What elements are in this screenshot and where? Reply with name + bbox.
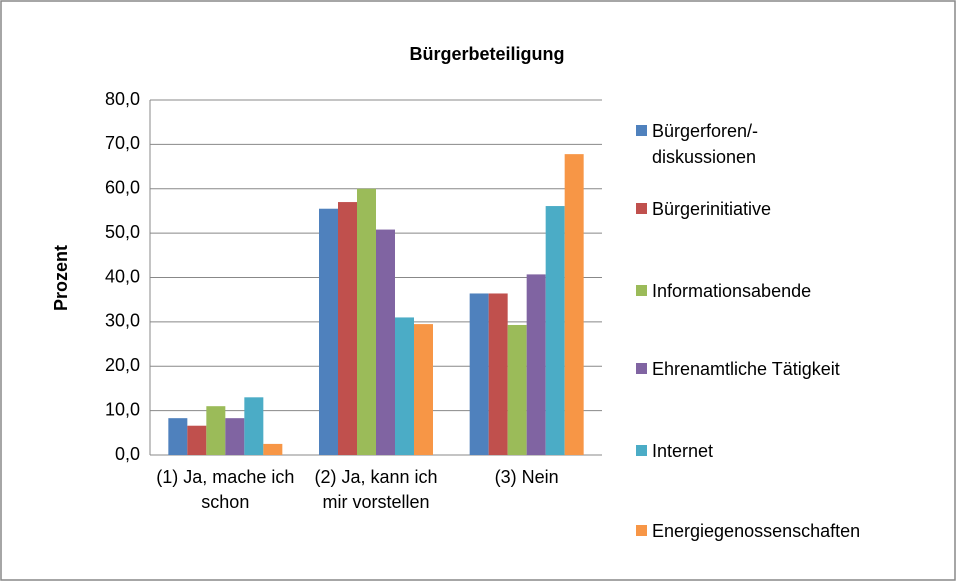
bar [545, 206, 565, 455]
y-tick-label: 20,0 [105, 355, 140, 375]
chart-title: Bürgerbeteiligung [409, 44, 564, 64]
legend-swatch [636, 363, 647, 374]
y-tick-label: 10,0 [105, 399, 140, 419]
legend-swatch [636, 125, 647, 136]
y-tick-label: 50,0 [105, 222, 140, 242]
bar [206, 406, 226, 455]
y-axis-label: Prozent [51, 245, 71, 311]
bar [488, 293, 508, 455]
bar [507, 324, 527, 455]
bar [168, 418, 188, 455]
legend-label: Ehrenamtliche Tätigkeit [652, 359, 840, 379]
bar [395, 317, 414, 455]
bar [319, 208, 338, 455]
legend-label: Bürgerforen/-diskussionen [652, 121, 759, 167]
legend-swatch [636, 525, 647, 536]
y-tick-label: 80,0 [105, 89, 140, 109]
bar [263, 443, 283, 455]
legend-label: Energiegenossenschaften [652, 521, 861, 541]
bar [564, 154, 584, 455]
legend-swatch [636, 285, 647, 296]
bar [338, 202, 357, 455]
y-tick-label: 0,0 [115, 444, 140, 464]
y-tick-label: 40,0 [105, 266, 140, 286]
x-tick-label: (1) Ja, mache ich schon [156, 467, 295, 512]
legend-label: Bürgerinitiative [652, 199, 772, 219]
bar [225, 418, 245, 455]
bar [187, 425, 207, 455]
legend-swatch [636, 445, 647, 456]
legend-label: Informationsabende [652, 281, 812, 301]
bar [244, 397, 264, 455]
bar [414, 324, 433, 455]
bar [376, 229, 395, 455]
legend-swatch [636, 203, 647, 214]
y-tick-label: 60,0 [105, 178, 140, 198]
x-tick-label: (2) Ja, kann ich mir vorstellen [314, 467, 438, 512]
y-tick-label: 30,0 [105, 311, 140, 331]
y-tick-label: 70,0 [105, 133, 140, 153]
x-tick-label: (3) Nein [494, 467, 559, 487]
bar [357, 188, 376, 455]
legend-label: Internet [652, 441, 714, 461]
bar [469, 293, 489, 455]
bar [526, 274, 546, 455]
